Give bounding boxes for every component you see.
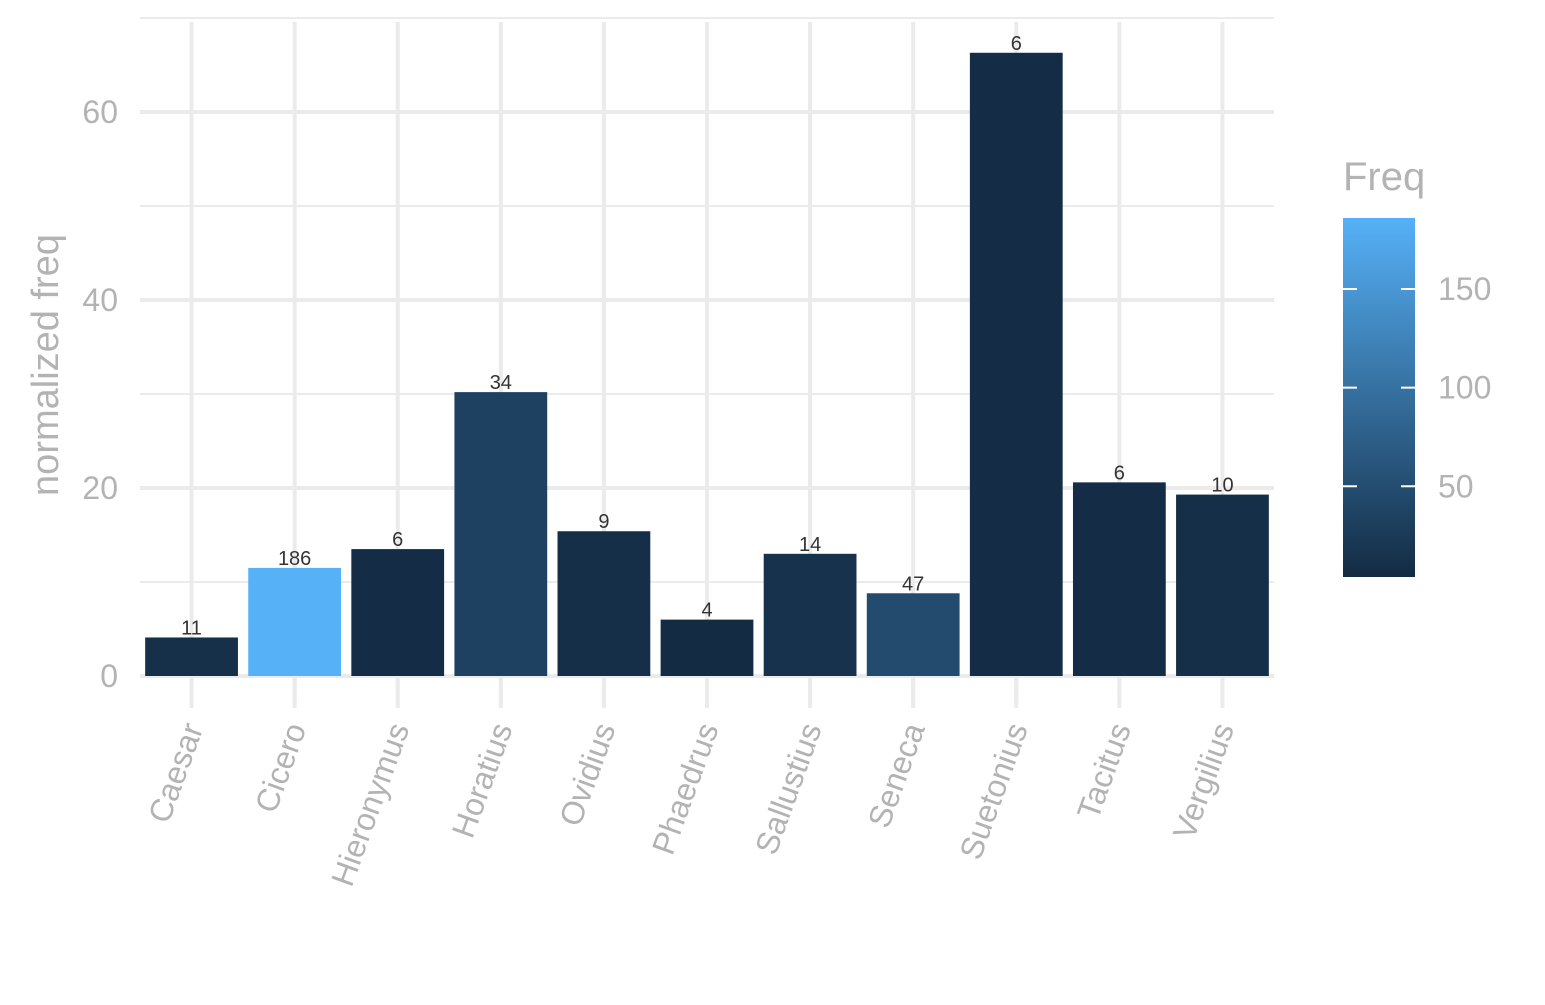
x-tick-label: Suetonius [952, 718, 1035, 864]
x-tick-label: Sallustius [748, 718, 829, 859]
x-tick-label: Tacitus [1070, 718, 1138, 824]
bar-suetonius [969, 52, 1063, 676]
legend-title: Freq [1343, 155, 1425, 199]
x-tick-label: Horatius [445, 718, 520, 842]
bar-value-label: 47 [902, 573, 924, 595]
legend: Freq 50 100 150 [1343, 155, 1491, 577]
bar-hieronymus [351, 549, 445, 676]
legend-tick-label: 50 [1438, 468, 1474, 504]
x-tick-label: Phaedrus [645, 718, 726, 859]
y-axis: 0 20 40 60 [82, 94, 118, 694]
bar-value-label: 6 [1114, 462, 1125, 484]
bar-value-label: 6 [1011, 33, 1022, 55]
x-tick-label: Cicero [248, 718, 313, 817]
legend-tick-label: 100 [1438, 370, 1491, 406]
bar-labels: 11 186 6 34 9 4 14 47 6 6 10 [181, 33, 1233, 640]
bars [145, 52, 1269, 676]
bar-tacitus [1072, 482, 1166, 676]
bar-value-label: 10 [1211, 475, 1233, 497]
bar-vergilius [1176, 494, 1269, 676]
bar-seneca [866, 593, 960, 676]
y-tick-label: 40 [82, 282, 118, 318]
bar-value-label: 14 [799, 534, 821, 556]
bar-value-label: 186 [278, 548, 311, 570]
y-tick-label: 0 [100, 658, 118, 694]
x-tick-label: Vergilius [1166, 718, 1241, 844]
bar-horatius [454, 392, 548, 676]
legend-ticks: 50 100 150 [1343, 271, 1491, 504]
y-tick-label: 20 [82, 470, 118, 506]
bar-phaedrus [660, 619, 754, 676]
x-tick-label: Hieronymus [324, 718, 416, 891]
bar-value-label: 4 [701, 600, 712, 622]
x-tick-label: Caesar [141, 718, 210, 828]
x-axis: Caesar Cicero Hieronymus Horatius Ovidius Pha… [141, 676, 1241, 891]
bar-ovidius [557, 531, 651, 676]
bar-value-label: 6 [392, 529, 403, 551]
y-axis-title: normalized freq [25, 234, 67, 496]
bar-caesar [145, 637, 238, 676]
bar-value-label: 34 [490, 372, 512, 394]
bar-cicero [248, 567, 342, 676]
legend-colorbar [1343, 218, 1415, 577]
bar-sallustius [763, 553, 857, 676]
y-tick-label: 60 [82, 94, 118, 130]
legend-tick-label: 150 [1438, 271, 1491, 307]
bar-value-label: 9 [598, 511, 609, 533]
x-tick-label: Seneca [861, 718, 932, 832]
x-tick-label: Ovidius [552, 718, 622, 831]
bar-value-label: 11 [181, 617, 202, 639]
